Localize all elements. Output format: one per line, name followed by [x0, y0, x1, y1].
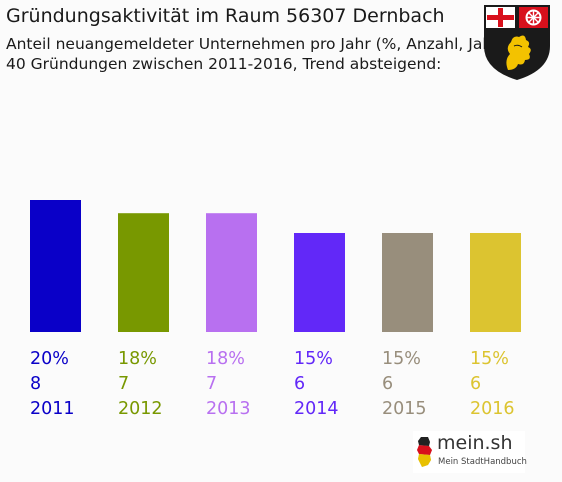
logo-tagline: Mein StadtHandbuch [438, 457, 527, 467]
percent-label-2016: 15% [470, 349, 509, 369]
count-label-2016: 6 [470, 374, 481, 394]
mein-sh-logo[interactable]: mein.sh Mein StadtHandbuch [413, 431, 527, 473]
bar-2016 [470, 233, 521, 332]
chart-subtitle: Anteil neuangemeldeter Unternehmen pro J… [6, 35, 505, 53]
bar-2014 [294, 233, 345, 332]
coat-of-arms-icon [484, 5, 550, 80]
chart-summary: 40 Gründungen zwischen 2011-2016, Trend … [6, 55, 442, 73]
year-label-2014: 2014 [294, 399, 339, 419]
count-label-2015: 6 [382, 374, 393, 394]
year-label-2012: 2012 [118, 399, 163, 419]
year-label-2015: 2015 [382, 399, 427, 419]
bar-2012 [118, 213, 169, 332]
year-label-2011: 2011 [30, 399, 75, 419]
chart-title: Gründungsaktivität im Raum 56307 Dernbac… [6, 5, 445, 27]
count-label-2013: 7 [206, 374, 217, 394]
percent-label-2015: 15% [382, 349, 421, 369]
percent-label-2014: 15% [294, 349, 333, 369]
bar-labels: 20% 8 2011 18% 7 2012 18% 7 2013 15% 6 2014 15% 6 2015… [30, 349, 515, 419]
percent-label-2013: 18% [206, 349, 245, 369]
percent-label-2011: 20% [30, 349, 69, 369]
count-label-2014: 6 [294, 374, 305, 394]
count-label-2012: 7 [118, 374, 129, 394]
germany-map-icon [417, 437, 432, 467]
percent-label-2012: 18% [118, 349, 157, 369]
logo-name: mein.sh [437, 432, 513, 454]
year-label-2016: 2016 [470, 399, 515, 419]
bars [30, 200, 521, 332]
bar-2013 [206, 213, 257, 332]
count-label-2011: 8 [30, 374, 41, 394]
year-label-2013: 2013 [206, 399, 251, 419]
bar-2015 [382, 233, 433, 332]
bar-2011 [30, 200, 81, 332]
